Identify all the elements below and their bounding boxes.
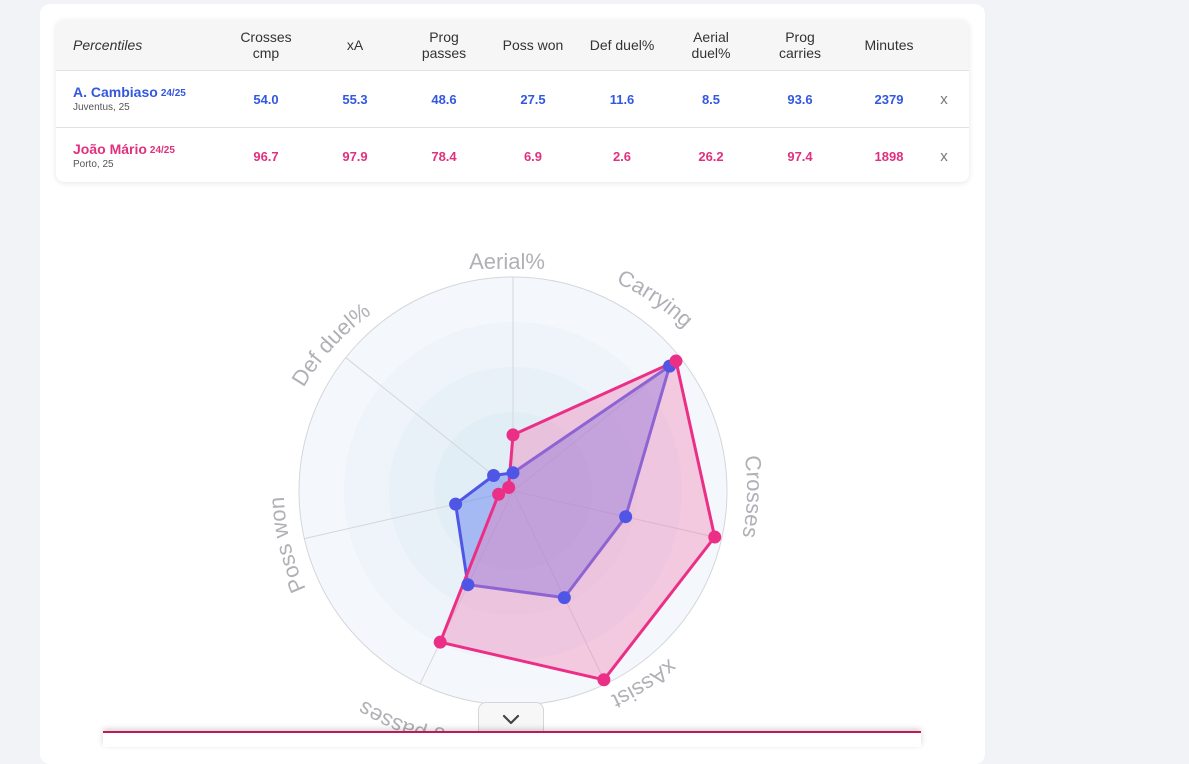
- table-header: Percentiles Crosses cmp xA Prog passes Pos…: [56, 20, 969, 71]
- table-row: A. Cambiaso 24/25 Juventus, 25 54.0 55.3 …: [56, 71, 969, 128]
- header-def-duel: Def duel%: [589, 37, 655, 53]
- radar-point[interactable]: [461, 578, 475, 592]
- header-prog-passes: Prog passes: [421, 29, 467, 61]
- value-xa: 55.3: [342, 91, 368, 107]
- header-prog-carries: Prog carries: [778, 29, 821, 61]
- radar-chart: Aerial% Carrying Crosses xAssist Prog pa…: [264, 249, 767, 739]
- axis-label-crosses: Crosses: [737, 454, 767, 540]
- radar-spoke: [512, 490, 722, 540]
- value-prog-passes: 78.4: [431, 148, 457, 164]
- radar-point[interactable]: [669, 354, 683, 368]
- radar-spoke: [304, 490, 514, 540]
- value-aerial-duel: 26.2: [698, 148, 724, 164]
- radar-point[interactable]: [449, 497, 463, 511]
- value-xa: 97.9: [342, 148, 368, 164]
- value-minutes: 2379: [874, 91, 904, 107]
- radar-point[interactable]: [433, 635, 447, 649]
- radar-spoke: [512, 490, 607, 685]
- player-club: Juventus, 25: [73, 102, 130, 113]
- percentiles-table: Percentiles Crosses cmp xA Prog passes Pos…: [56, 20, 969, 182]
- radar-point[interactable]: [557, 591, 571, 605]
- chevron-down-icon: [502, 714, 520, 725]
- value-prog-carries: 97.4: [787, 148, 813, 164]
- header-percentiles: Percentiles: [73, 37, 143, 53]
- player-club: Porto, 25: [73, 159, 114, 170]
- header-poss-won: Poss won: [502, 37, 564, 53]
- value-def-duel: 2.6: [612, 148, 632, 164]
- radar-point[interactable]: [506, 428, 520, 442]
- value-crosses-cmp: 54.0: [253, 91, 279, 107]
- value-prog-passes: 48.6: [431, 91, 457, 107]
- header-minutes: Minutes: [864, 37, 914, 53]
- radar-point[interactable]: [492, 487, 506, 501]
- header-aerial-duel: Aerial duel%: [691, 29, 731, 61]
- radar-series: [433, 354, 722, 687]
- radar-series-area-1: [454, 364, 672, 600]
- radar-point[interactable]: [708, 530, 722, 544]
- value-prog-carries: 93.6: [787, 91, 813, 107]
- value-poss-won: 27.5: [520, 91, 546, 107]
- value-crosses-cmp: 96.7: [253, 148, 279, 164]
- radar-spokes: [304, 277, 722, 685]
- header-xa: xA: [346, 37, 364, 53]
- value-poss-won: 6.9: [523, 148, 543, 164]
- radar-spoke: [345, 357, 514, 492]
- player-season: 24/25: [149, 145, 175, 156]
- radar-spoke: [512, 357, 681, 492]
- player-season: 24/25: [160, 88, 186, 99]
- radar-point[interactable]: [487, 469, 501, 483]
- value-def-duel: 11.6: [609, 91, 635, 107]
- radar-point[interactable]: [619, 510, 633, 524]
- bottom-panel-edge: [103, 731, 921, 747]
- axis-label-aerial: Aerial%: [469, 249, 545, 274]
- table-row: João Mário 24/25 Porto, 25 96.7 97.9 78.4…: [56, 128, 969, 182]
- radar-point[interactable]: [597, 673, 611, 687]
- radar-point[interactable]: [502, 481, 516, 495]
- remove-player-button[interactable]: x: [940, 147, 948, 165]
- player-name[interactable]: João Mário 24/25: [73, 141, 175, 157]
- value-minutes: 1898: [874, 148, 904, 164]
- player-name[interactable]: A. Cambiaso 24/25: [73, 84, 186, 100]
- remove-player-button[interactable]: x: [940, 90, 948, 108]
- header-crosses-cmp: Crosses cmp: [240, 29, 292, 61]
- radar-point[interactable]: [506, 466, 520, 480]
- value-aerial-duel: 8.5: [701, 91, 721, 107]
